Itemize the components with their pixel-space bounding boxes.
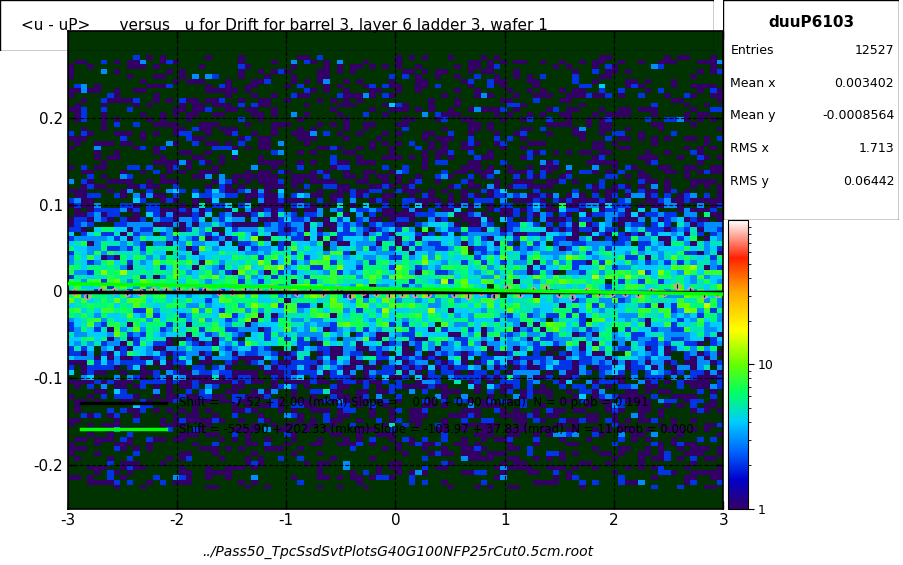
Text: 1.713: 1.713 [858,142,893,155]
Text: duuP6103: duuP6103 [768,15,853,31]
Text: RMS y: RMS y [730,175,768,188]
Text: -0.0008564: -0.0008564 [821,110,893,123]
Text: Shift = -525.90 + 202.33 (mkm) Slope = -103.97 + 37.83 (mrad)  N = 11 prob = 0.0: Shift = -525.90 + 202.33 (mkm) Slope = -… [179,423,694,436]
Text: Mean x: Mean x [730,77,775,90]
Text: Mean y: Mean y [730,110,775,123]
Text: RMS x: RMS x [730,142,768,155]
Text: 0.003402: 0.003402 [833,77,893,90]
Text: 0.06442: 0.06442 [842,175,893,188]
Text: ../Pass50_TpcSsdSvtPlotsG40G100NFP25rCut0.5cm.root: ../Pass50_TpcSsdSvtPlotsG40G100NFP25rCut… [202,545,592,559]
Text: <u - uP>      versus   u for Drift for barrel 3, layer 6 ladder 3, wafer 1: <u - uP> versus u for Drift for barrel 3… [22,18,548,33]
Text: Entries: Entries [730,44,773,57]
Text: Shift =   -7.52 + 2.00 (mkm) Slope =    0.00 + 0.00 (mrad)  N = 0 prob = 0.191: Shift = -7.52 + 2.00 (mkm) Slope = 0.00 … [179,396,648,409]
Text: 12527: 12527 [853,44,893,57]
